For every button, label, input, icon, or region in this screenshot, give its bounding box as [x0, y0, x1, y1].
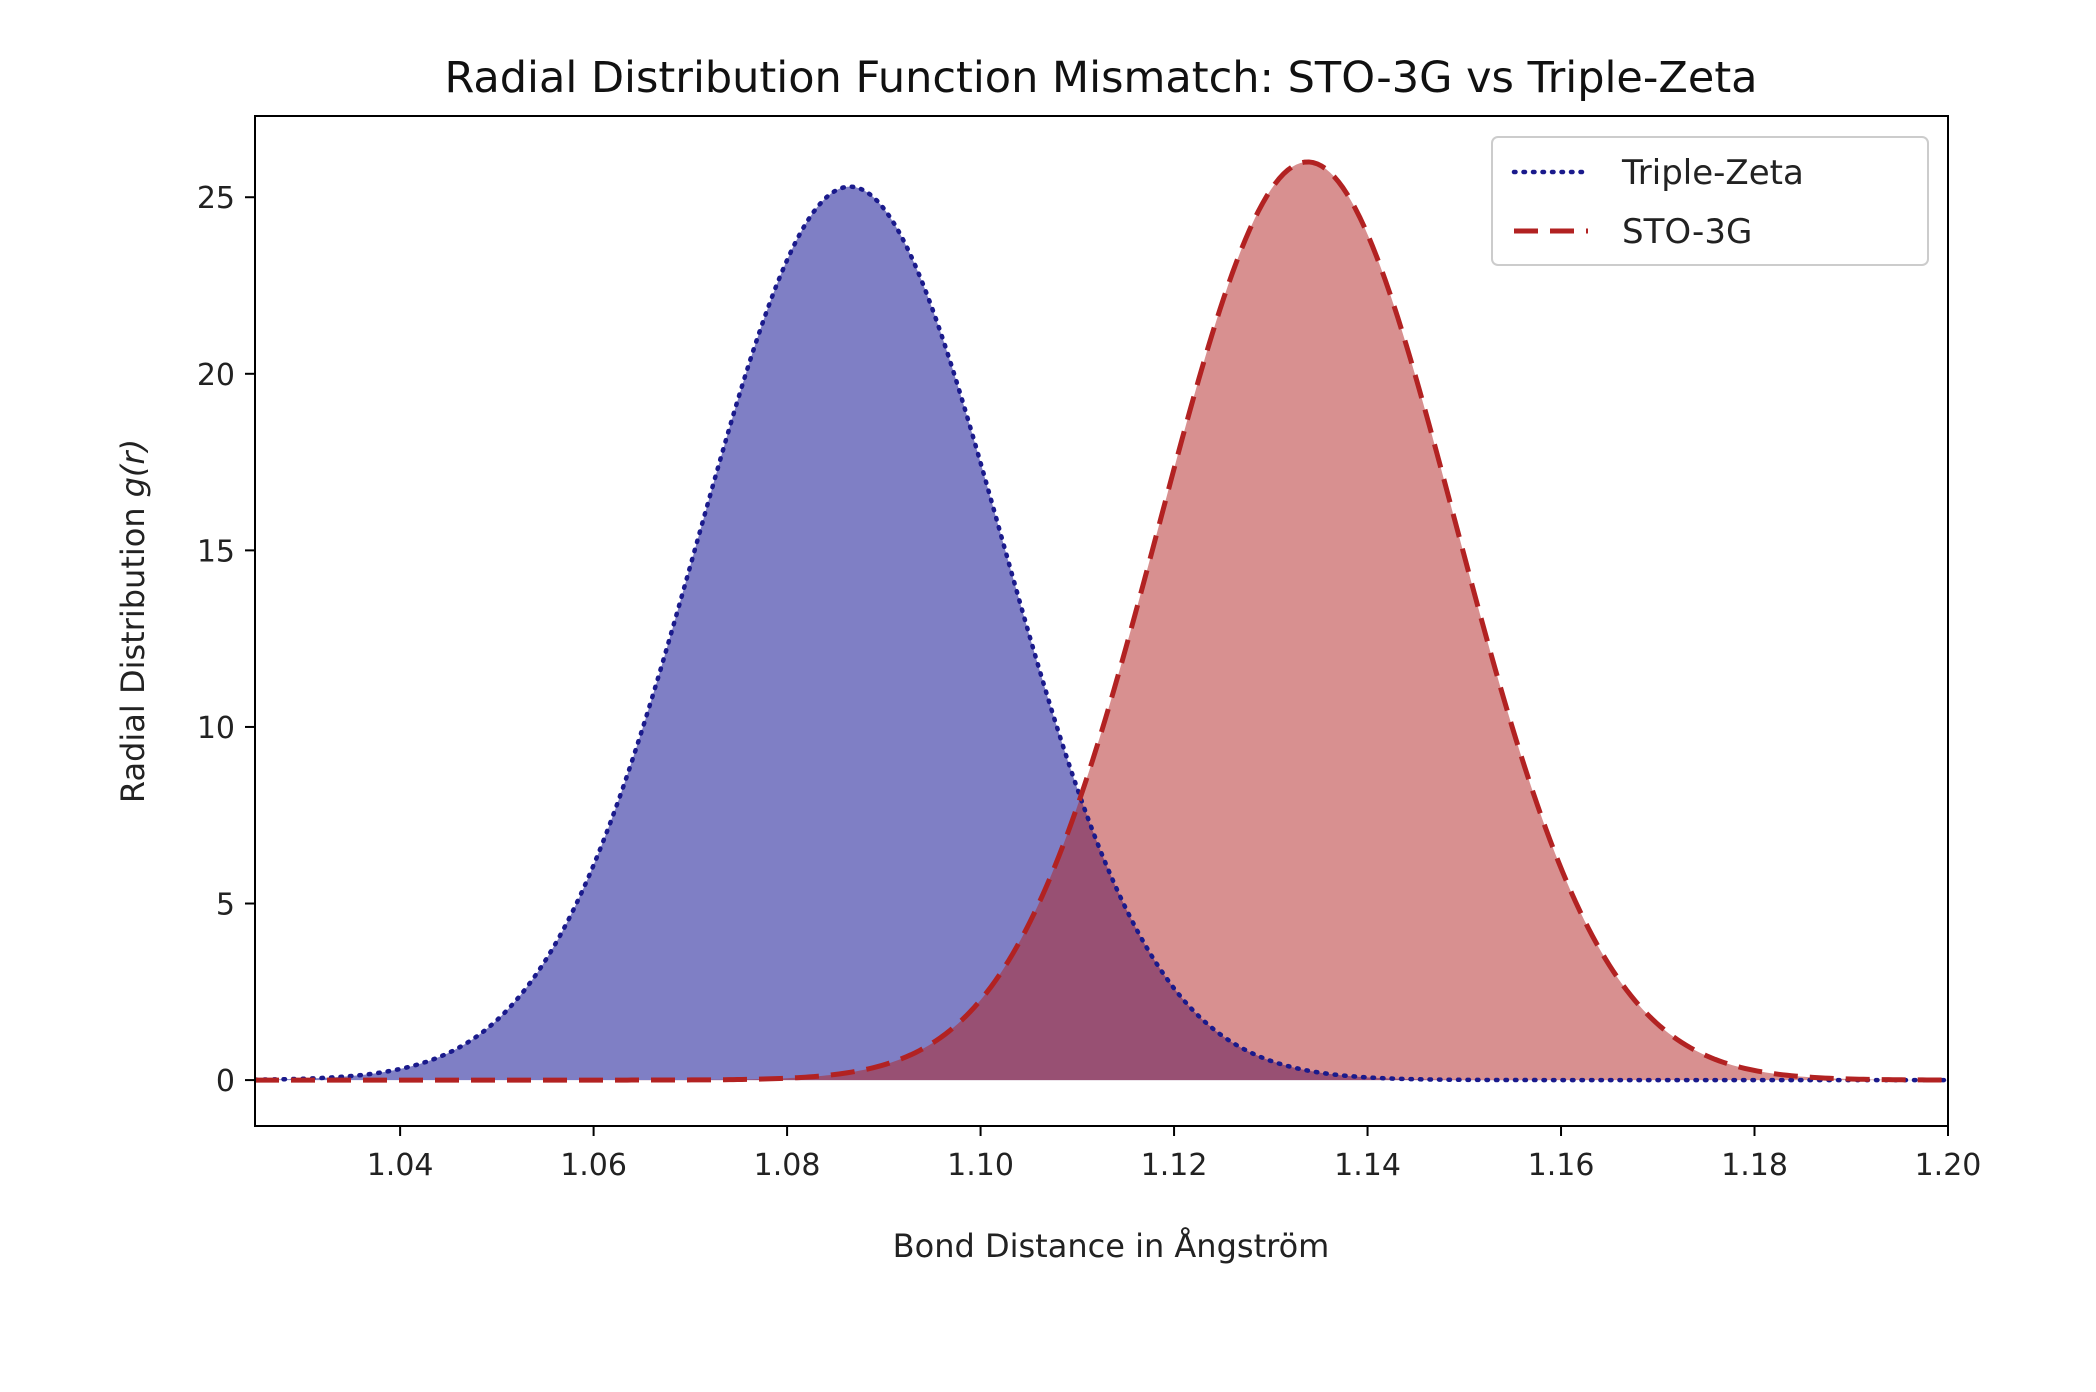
x-tick-label: 1.16	[1528, 1148, 1595, 1183]
x-tick-label: 1.18	[1721, 1148, 1788, 1183]
chart-title: Radial Distribution Function Mismatch: S…	[444, 53, 1757, 103]
y-tick-label: 5	[216, 888, 235, 923]
legend-label-triple-zeta: Triple-Zeta	[1621, 153, 1804, 193]
y-tick-label: 10	[197, 711, 235, 746]
y-tick-label: 20	[197, 358, 235, 393]
x-tick-label: 1.20	[1915, 1148, 1982, 1183]
x-axis: 1.04 1.06 1.08 1.10 1.12 1.14 1.16 1.18 1.20	[367, 1126, 1982, 1183]
series-fill-triple-zeta	[255, 186, 1948, 1081]
x-tick-label: 1.06	[560, 1148, 627, 1183]
plot-frame	[254, 115, 1949, 1127]
x-tick-label: 1.12	[1141, 1148, 1208, 1183]
y-axis-label-math: g(r)	[114, 439, 152, 497]
legend-box	[1491, 136, 1929, 266]
series-layer	[255, 159, 1948, 1083]
x-tick-label: 1.10	[947, 1148, 1014, 1183]
y-tick-label: 15	[197, 534, 235, 569]
x-axis-label: Bond Distance in Ångström	[893, 1227, 1330, 1265]
series-line-sto-3g	[255, 159, 1948, 1083]
x-tick-label: 1.14	[1334, 1148, 1401, 1183]
x-tick-label: 1.08	[754, 1148, 821, 1183]
y-tick-label: 25	[197, 181, 235, 216]
y-tick-label: 0	[216, 1064, 235, 1099]
y-axis-label-text: Radial Distribution	[114, 507, 152, 803]
legend-label-sto-3g: STO-3G	[1622, 212, 1752, 252]
series-fill-sto-3g	[255, 161, 1948, 1081]
series-line-triple-zeta	[255, 184, 1948, 1083]
legend: Triple-Zeta STO-3G	[1491, 136, 1929, 266]
y-axis-label: Radial Distribution g(r)	[114, 439, 152, 803]
y-axis: 0 5 10 15 20 25	[197, 181, 255, 1099]
x-tick-label: 1.04	[367, 1148, 434, 1183]
